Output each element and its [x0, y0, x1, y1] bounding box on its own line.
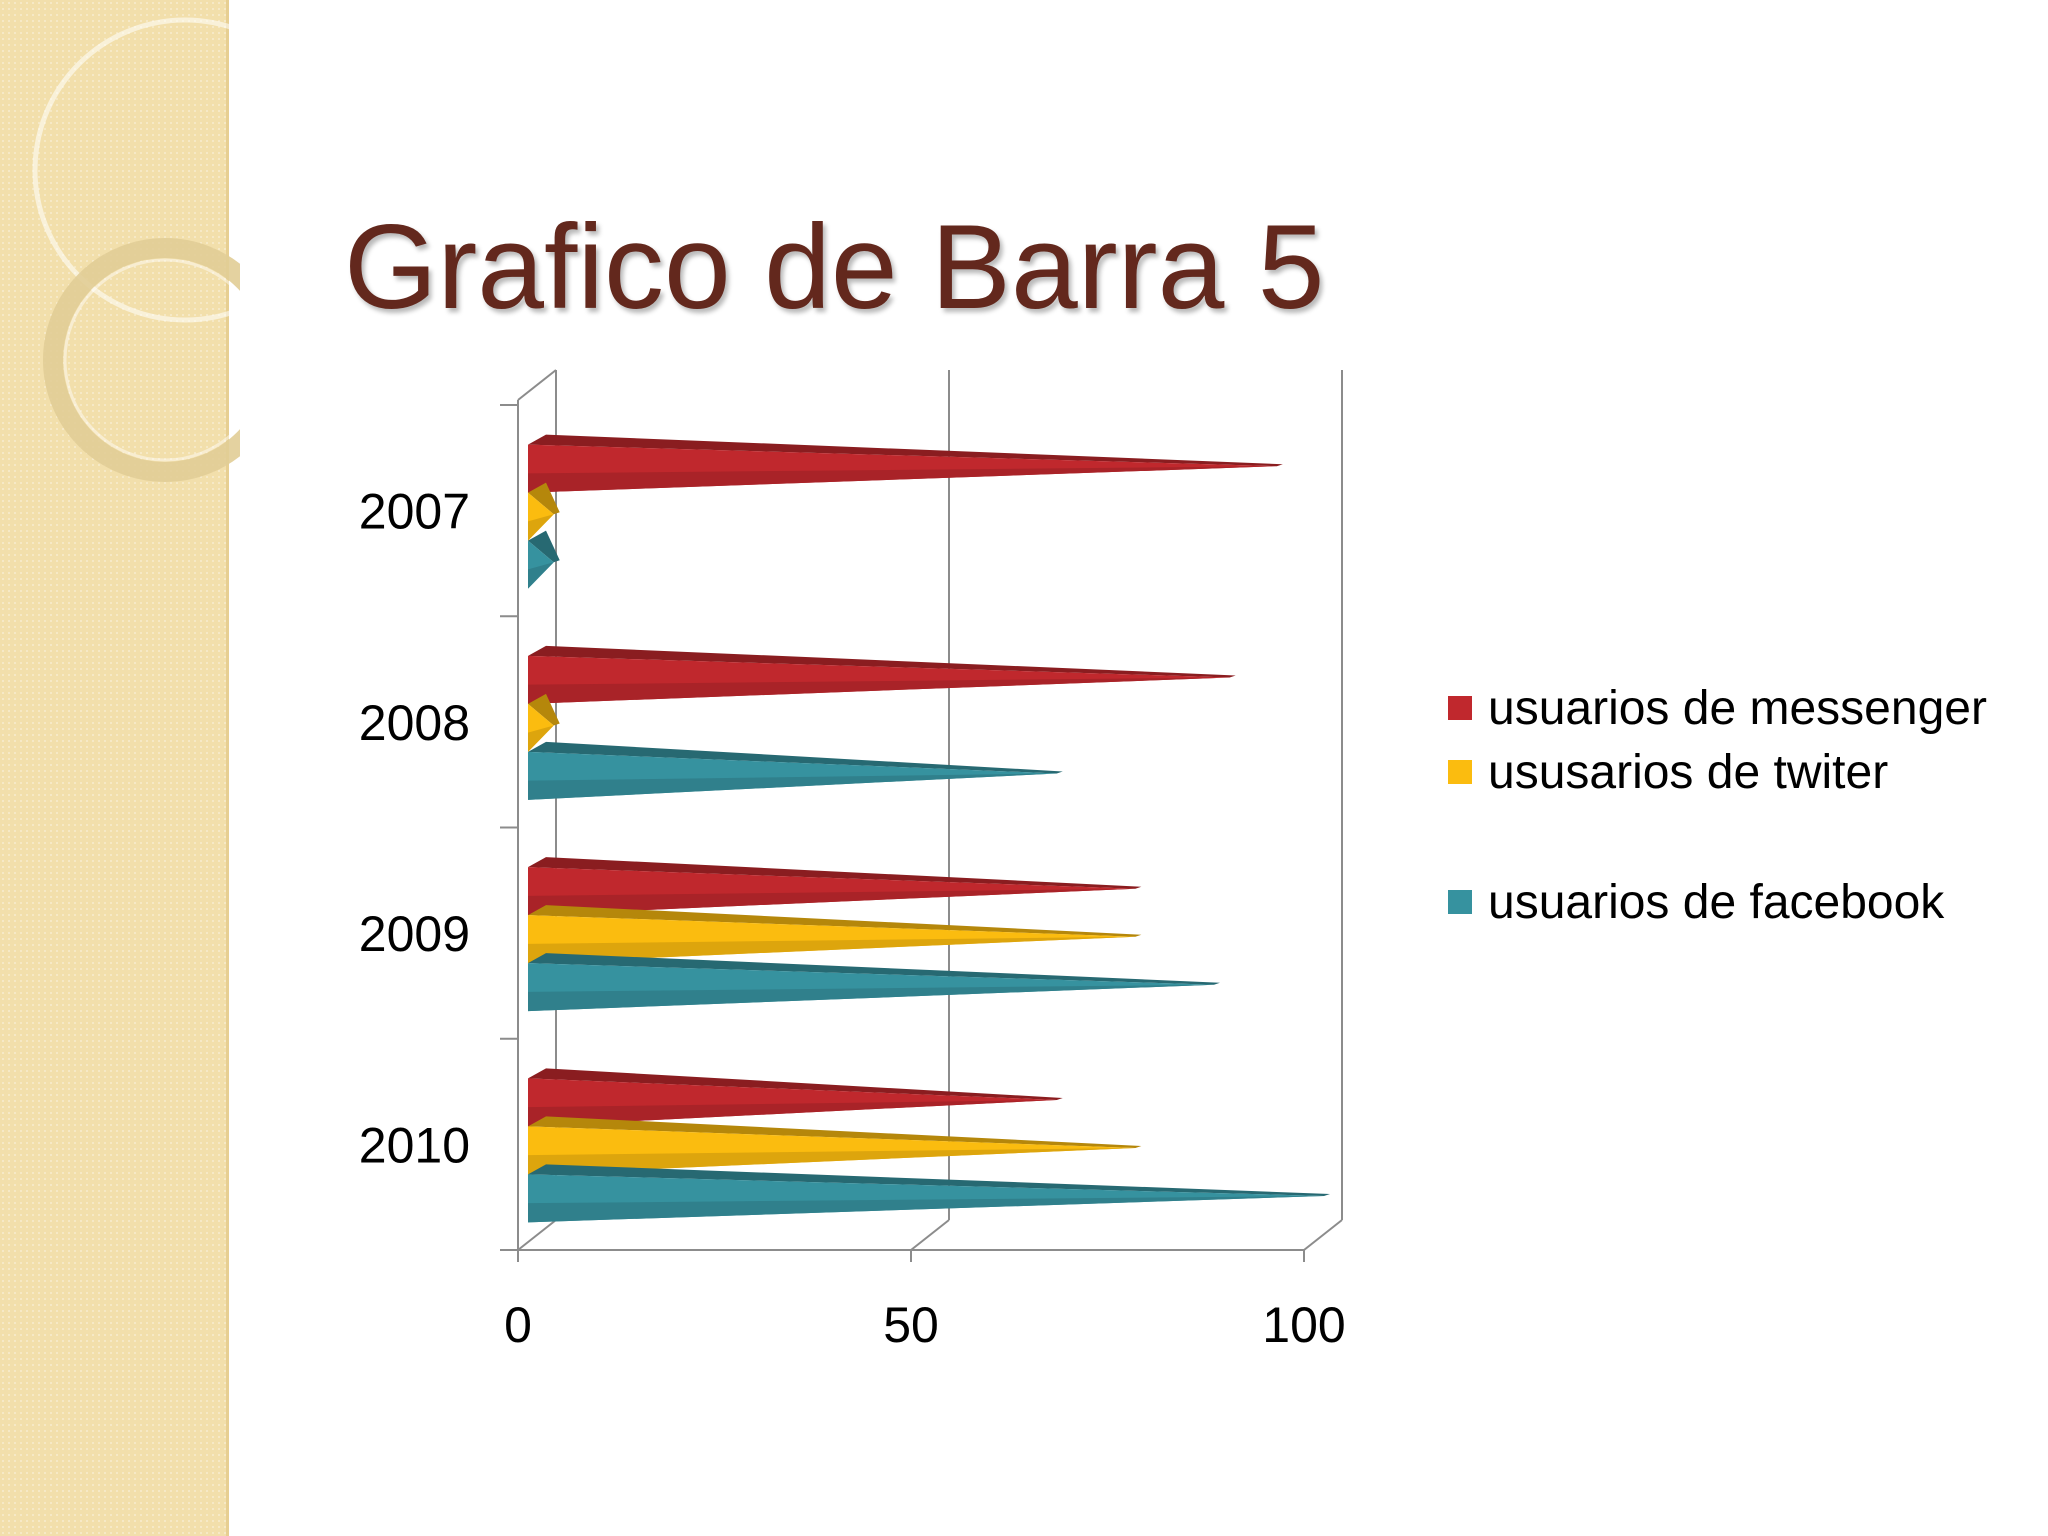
cone-top-2007-facebook [528, 530, 560, 563]
cone-shade-2007-facebook [528, 562, 554, 589]
legend-item-messenger: usuarios de messenger [1448, 680, 2038, 738]
y-axis-depth-line [517, 369, 557, 401]
cone-shade-2010-messenger [528, 1099, 1057, 1127]
side-band-edge [226, 0, 229, 1536]
cone-shade-2008-twiter [528, 725, 554, 752]
category-label-2008: 2008 [359, 695, 470, 751]
x-tick-label-0: 0 [504, 1297, 532, 1353]
cone-top-2007-twiter [528, 482, 560, 515]
cone-top-2010-twiter [528, 1116, 1142, 1148]
cone-shade-2008-facebook [528, 773, 1057, 800]
cone-shade-2010-twiter [528, 1147, 1136, 1175]
category-label-2009: 2009 [359, 906, 470, 962]
x-tick-label-1: 50 [883, 1297, 939, 1353]
cone-shade-2008-messenger [528, 677, 1230, 704]
legend-label-facebook: usuarios de facebook [1488, 876, 1945, 929]
cone-top-2008-facebook [528, 741, 1063, 774]
legend-swatch-facebook [1448, 890, 1472, 914]
legend-item-twiter: ususarios de twiter [1448, 744, 2038, 802]
chart-labels: 2007 2008 2009 2010 0 50 100 [359, 484, 1346, 1353]
legend-swatch-twiter [1448, 760, 1472, 784]
cone-top-2007-messenger [528, 434, 1283, 467]
category-label-2007: 2007 [359, 484, 470, 540]
cone-top-2010-facebook [528, 1164, 1330, 1196]
cone-shade-2007-messenger [528, 466, 1277, 493]
cone-top-2008-messenger [528, 645, 1236, 678]
cone-top-2009-twiter [528, 905, 1142, 937]
slide-title: Grafico de Barra 5 [344, 200, 1325, 335]
cone-shade-2010-facebook [528, 1195, 1324, 1223]
floor-depth-line-1 [910, 1219, 950, 1251]
chart-bars [528, 434, 1330, 1223]
cone-shade-2009-twiter [528, 936, 1136, 964]
cone-shade-2007-twiter [528, 514, 554, 541]
legend-label-messenger: usuarios de messenger [1488, 682, 1987, 735]
legend-item-facebook: usuarios de facebook [1448, 874, 2038, 932]
legend-swatch-messenger [1448, 696, 1472, 720]
floor-depth-line-2 [1303, 1219, 1343, 1251]
x-tick-label-2: 100 [1262, 1297, 1345, 1353]
cone-top-2008-twiter [528, 693, 560, 726]
cone-top-2010-messenger [528, 1068, 1063, 1100]
chart-legend: usuarios de messenger ususarios de twite… [1448, 680, 2038, 932]
category-label-2010: 2010 [359, 1117, 470, 1173]
cone-top-2009-facebook [528, 953, 1220, 985]
cone-shade-2009-facebook [528, 984, 1214, 1012]
cone-top-2009-messenger [528, 857, 1142, 889]
cone-shade-2009-messenger [528, 888, 1136, 916]
legend-label-twiter: ususarios de twiter [1488, 746, 1889, 799]
floor-depth-line-0 [517, 1219, 557, 1251]
decorative-circles [32, 17, 240, 482]
